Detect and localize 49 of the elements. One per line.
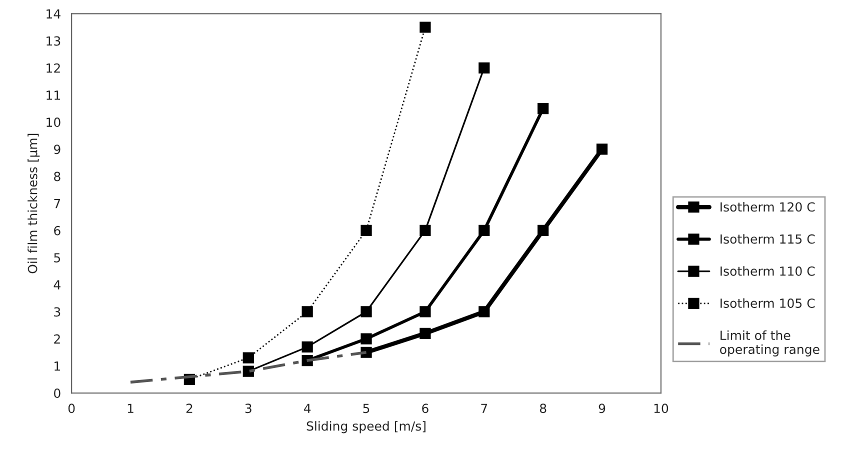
y-tick-label: 10 [46, 118, 60, 128]
x-tick-label: 0 [68, 404, 75, 414]
y-tick-label: 13 [46, 36, 60, 46]
x-tick-label: 7 [481, 404, 488, 413]
point [360, 224, 372, 236]
legend-label: Isotherm 115 C [720, 234, 815, 244]
x-tick-label: 2 [186, 404, 192, 413]
y-axis-title: Oil film thickness [µm] [28, 134, 40, 274]
x-tick-label: 8 [540, 404, 546, 414]
point [420, 306, 431, 318]
x-tick-label: 1 [128, 404, 134, 413]
x-tick-label: 9 [598, 404, 606, 414]
x-tick-label: 3 [245, 404, 252, 414]
point [420, 224, 431, 236]
point [360, 306, 372, 318]
point [478, 224, 490, 236]
x-tick-label: 4 [304, 404, 311, 413]
point [360, 333, 372, 344]
legend-label: Isotherm 110 C [720, 266, 815, 276]
y-tick-label: 3 [54, 307, 60, 317]
point [596, 144, 608, 155]
point [538, 102, 549, 114]
point [478, 306, 490, 318]
point [478, 62, 490, 74]
y-tick-label: 9 [54, 144, 60, 154]
y-tick-label: 14 [46, 9, 60, 18]
legend-label: Limit of the operating range [720, 330, 820, 356]
x-tick-label: 5 [363, 404, 370, 414]
legend-label: Isotherm 120 C [720, 202, 815, 212]
x-tick-label: 6 [422, 404, 428, 414]
point [302, 306, 313, 318]
point [242, 352, 254, 364]
x-axis-title: Sliding speed [m/s] [306, 421, 426, 434]
y-tick-label: 8 [54, 172, 60, 182]
legend-label: Isotherm 105 C [720, 298, 815, 308]
point [302, 341, 313, 353]
y-tick-label: 11 [46, 90, 60, 100]
point [420, 328, 431, 339]
y-tick-label: 1 [54, 362, 60, 371]
y-tick-label: 7 [54, 199, 60, 208]
y-tick-label: 4 [54, 280, 60, 290]
point [538, 224, 549, 236]
x-tick-label: 10 [654, 404, 668, 414]
y-tick-label: 2 [54, 334, 60, 344]
y-tick-label: 5 [54, 253, 60, 262]
y-tick-label: 12 [46, 63, 60, 73]
point [420, 22, 431, 33]
y-tick-label: 6 [54, 226, 60, 236]
y-tick-label: 0 [54, 388, 60, 398]
